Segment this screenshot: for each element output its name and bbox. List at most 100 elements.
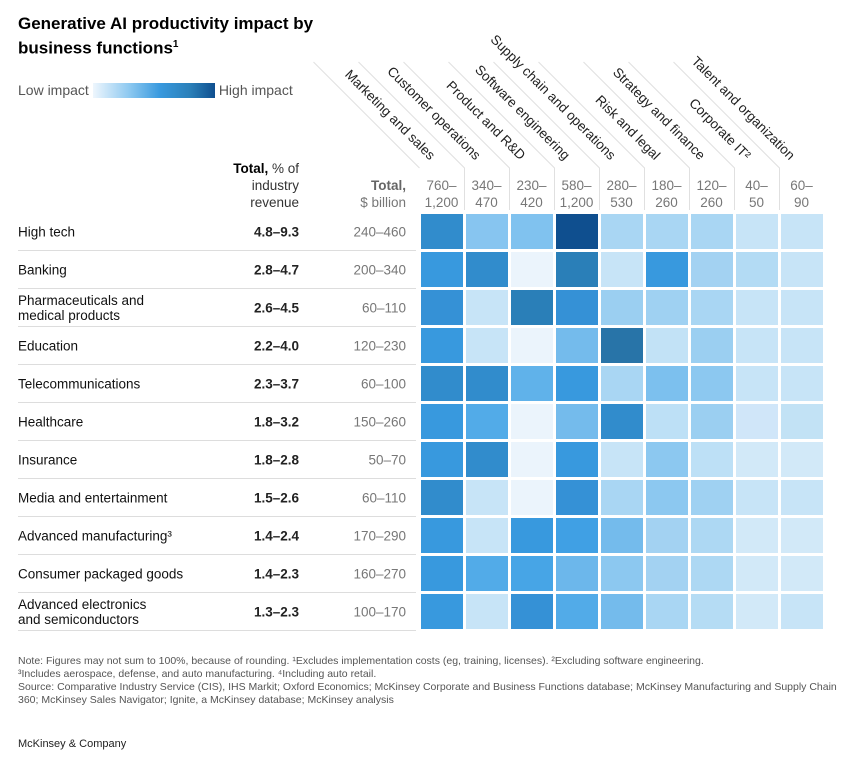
heatmap-cell [421,594,463,629]
column-total-range: 40– 50 [745,178,768,210]
row-divider [18,402,416,403]
row-divider [18,592,416,593]
heatmap-cell [736,328,778,363]
industry-label: Advanced electronics and semiconductors [18,597,147,627]
column-divider [493,61,600,210]
heatmap-cell [691,252,733,287]
column-divider [583,61,690,210]
heatmap-cell [691,556,733,591]
heatmap-cell [556,290,598,325]
column-total-range: 60– 90 [790,178,813,210]
heatmap-cell [646,442,688,477]
heatmap-cell [736,252,778,287]
heatmap-cell [736,480,778,515]
heatmap-cell [601,214,643,249]
heatmap-cell [646,518,688,553]
total-pct-value: 2.8–4.7 [253,262,299,278]
heatmap-cell [646,328,688,363]
table-row: Banking 2.8–4.7 200–340 [0,251,848,289]
brand-logo-text: McKinsey & Company [18,738,127,750]
total-usd-value: 60–100 [360,376,406,392]
heatmap-cell [736,214,778,249]
heatmap-cell [691,594,733,629]
total-pct-value: 2.6–4.5 [253,300,299,316]
heatmap-cell [781,518,823,553]
heatmap-cell [556,328,598,363]
heatmap-cell [511,290,553,325]
column-total-range: 580– 1,200 [559,178,594,210]
column-total-range: 230– 420 [516,178,547,210]
industry-label: Advanced manufacturing³ [18,528,172,544]
column-divider [403,61,510,210]
heatmap-cell [736,442,778,477]
heatmap-cell [511,214,553,249]
heatmap-cell [781,594,823,629]
heatmap-cell [421,290,463,325]
heatmap-cell [691,214,733,249]
heatmap-cell [691,328,733,363]
total-pct-value: 1.8–2.8 [253,452,299,468]
legend-gradient [92,82,215,98]
heatmap-cell [601,290,643,325]
heatmap-cell [556,480,598,515]
row-divider [18,630,416,631]
heatmap-cell [601,518,643,553]
heatmap-cell [466,594,508,629]
table-row: Pharmaceuticals and medical products 2.6–4… [0,289,848,327]
heatmap-cell [511,252,553,287]
column-divider [628,61,735,210]
total-pct-value: 1.4–2.4 [253,528,299,544]
row-divider [18,554,416,555]
table-row: Media and entertainment 1.5–2.6 60–110 [0,479,848,517]
column-divider [538,61,645,210]
total-pct-value: 1.4–2.3 [253,566,299,582]
heatmap-cell [421,366,463,401]
table-row: Insurance 1.8–2.8 50–70 [0,441,848,479]
source-note: Source: Comparative Industry Service (CI… [18,681,837,706]
total-usd-value: 50–70 [368,452,406,468]
industry-label: High tech [18,224,76,240]
heatmap-cell [421,214,463,249]
heatmap-cell [556,214,598,249]
row-divider [18,250,416,251]
table-row: Telecommunications 2.3–3.7 60–100 [0,365,848,403]
heatmap-cell [646,290,688,325]
table-row: Advanced manufacturing³ 1.4–2.4 170–290 [0,517,848,555]
total-pct-value: 1.5–2.6 [253,490,299,506]
industry-label: Education [18,338,79,354]
heatmap-cell [466,214,508,249]
heatmap-cell [736,404,778,439]
industry-label: Consumer packaged goods [18,566,184,582]
heatmap-cell [646,556,688,591]
heatmap-cell [601,404,643,439]
heatmap-cell [781,214,823,249]
heatmap-cell [601,556,643,591]
heatmap-cell [691,404,733,439]
heatmap-cell [466,518,508,553]
table-row: Healthcare 1.8–3.2 150–260 [0,403,848,441]
heatmap-cell [646,214,688,249]
total-usd-value: 240–460 [353,224,406,240]
column-divider [313,61,420,169]
heatmap-cell [421,556,463,591]
heatmap-cell [511,480,553,515]
total-usd-value: 60–110 [361,300,406,316]
heatmap-cell [646,366,688,401]
heatmap-cell [556,518,598,553]
heatmap-cell [781,556,823,591]
heatmap-cell [691,518,733,553]
total-usd-value: 200–340 [353,262,406,278]
heatmap-cell [511,594,553,629]
table-row: Advanced electronics and semiconductors 1.… [0,593,848,631]
total-usd-value: 150–260 [353,414,406,430]
total-pct-value: 1.8–3.2 [253,414,299,430]
heatmap-cell [691,290,733,325]
heatmap-cell [736,518,778,553]
heatmap-cell [691,442,733,477]
column-total-range: 280– 530 [606,178,637,210]
heatmap-cell [421,328,463,363]
header-total-usd: Total, $ billion [360,178,406,210]
column-total-range: 340– 470 [471,178,502,210]
row-divider [18,288,416,289]
column-total-range: 760– 1,200 [424,178,459,210]
